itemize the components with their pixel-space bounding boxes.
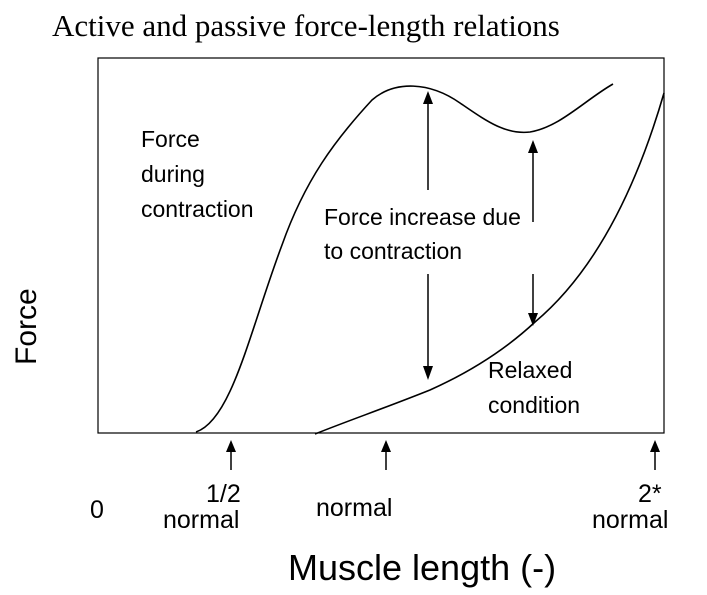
plot-frame bbox=[97, 57, 665, 434]
active-label-line-2: during bbox=[141, 161, 205, 187]
tick-arrow-double bbox=[650, 440, 660, 470]
increase-label-line-1: Force increase due bbox=[324, 204, 521, 230]
y-axis-title: Force bbox=[10, 288, 43, 365]
relaxed-curve-label: Relaxed condition bbox=[488, 357, 580, 418]
relaxed-label-line-2: condition bbox=[488, 392, 580, 418]
active-force-curve bbox=[195, 83, 614, 433]
passive-force-curve bbox=[314, 92, 665, 435]
force-increase-arrow bbox=[423, 91, 433, 380]
active-label-line-3: contraction bbox=[141, 196, 254, 222]
active-curve-label: Force during contraction bbox=[141, 126, 254, 222]
tick-label-zero: 0 bbox=[90, 496, 104, 524]
relaxed-label-line-1: Relaxed bbox=[488, 357, 572, 383]
active-label-line-1: Force bbox=[141, 126, 200, 152]
tick-arrow-half bbox=[226, 440, 236, 470]
tick-label-half: 1/2 bbox=[206, 480, 241, 508]
passive-arrow bbox=[528, 274, 538, 326]
tick-arrow-normal bbox=[381, 440, 391, 470]
force-increase-label: Force increase due to contraction bbox=[324, 204, 521, 264]
increase-label-line-2: to contraction bbox=[324, 238, 462, 264]
tick-label-normal: normal bbox=[316, 494, 392, 522]
diagram-title: Active and passive force-length relation… bbox=[52, 8, 560, 43]
active-dip-arrow bbox=[528, 140, 538, 222]
tick-label-half-normal: normal bbox=[163, 506, 239, 534]
tick-label-double: 2* bbox=[638, 480, 662, 508]
tick-label-double-normal: normal bbox=[592, 506, 668, 534]
x-axis-title: Muscle length (-) bbox=[288, 547, 556, 588]
